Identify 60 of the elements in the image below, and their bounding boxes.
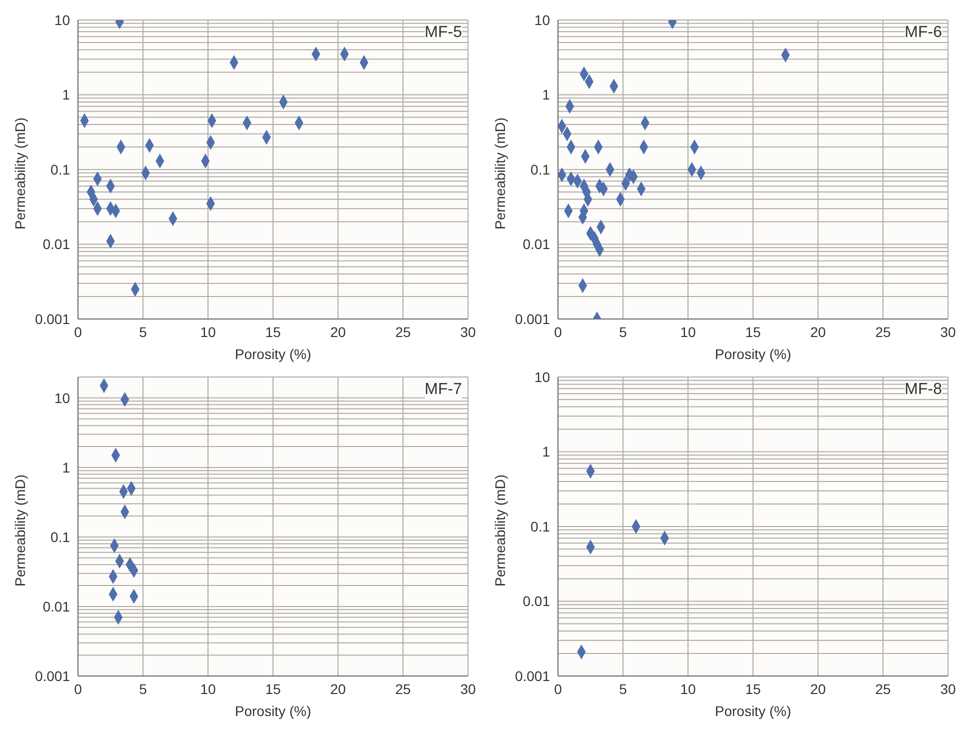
x-tick-label: 30 bbox=[460, 680, 476, 697]
x-axis-title: Porosity (%) bbox=[714, 346, 792, 362]
x-tick-label: 0 bbox=[554, 680, 562, 697]
y-tick-label: 1 bbox=[542, 444, 550, 460]
y-tick-label: 0.01 bbox=[522, 593, 550, 610]
y-tick-label: 0.001 bbox=[34, 668, 70, 684]
x-tick-label: 10 bbox=[680, 324, 696, 340]
y-tick-label: 0.01 bbox=[42, 236, 70, 252]
x-tick-label: 0 bbox=[74, 324, 82, 340]
y-tick-label: 0.1 bbox=[530, 518, 550, 534]
x-tick-label: 0 bbox=[74, 680, 82, 697]
x-tick-label: 25 bbox=[875, 324, 891, 340]
x-tick-label: 15 bbox=[265, 680, 281, 697]
x-tick-label: 20 bbox=[330, 680, 346, 697]
y-tick-label: 0.001 bbox=[34, 310, 70, 327]
y-tick-label: 10 bbox=[534, 368, 550, 385]
x-tick-label: 10 bbox=[200, 680, 216, 697]
chart-title: MF-5 bbox=[424, 24, 462, 42]
y-axis-title: Permeability (mD) bbox=[492, 117, 508, 230]
x-tick-label: 10 bbox=[200, 324, 216, 340]
x-tick-label: 20 bbox=[810, 324, 826, 340]
x-tick-label: 20 bbox=[810, 680, 826, 697]
y-tick-label: 0.01 bbox=[42, 598, 70, 614]
x-tick-label: 30 bbox=[940, 324, 956, 340]
y-tick-label: 1 bbox=[62, 86, 70, 103]
y-tick-label: 0.001 bbox=[514, 668, 550, 684]
x-tick-label: 20 bbox=[330, 324, 346, 340]
x-tick-label: 25 bbox=[875, 680, 891, 697]
y-tick-label: 0.1 bbox=[50, 161, 70, 178]
x-tick-label: 15 bbox=[745, 324, 761, 340]
x-tick-label: 5 bbox=[139, 324, 148, 340]
x-axis-title: Porosity (%) bbox=[714, 703, 792, 719]
y-tick-label: 0.1 bbox=[530, 161, 550, 178]
y-axis-title: Permeability (mD) bbox=[492, 474, 508, 586]
x-tick-label: 30 bbox=[940, 680, 956, 697]
chart-title: MF-8 bbox=[904, 381, 942, 399]
x-tick-label: 5 bbox=[139, 680, 148, 697]
y-tick-label: 1 bbox=[542, 86, 550, 103]
x-tick-label: 0 bbox=[554, 324, 562, 340]
x-axis-title: Porosity (%) bbox=[234, 703, 312, 719]
y-axis-title: Permeability (mD) bbox=[12, 474, 28, 586]
y-tick-label: 0.01 bbox=[522, 236, 550, 252]
chart-title: MF-7 bbox=[424, 381, 462, 399]
x-axis-title: Porosity (%) bbox=[234, 346, 312, 362]
x-tick-label: 25 bbox=[395, 324, 411, 340]
x-tick-label: 5 bbox=[619, 680, 628, 697]
x-tick-label: 5 bbox=[619, 324, 628, 340]
y-tick-label: 10 bbox=[54, 12, 70, 28]
y-tick-label: 10 bbox=[54, 390, 70, 406]
y-tick-label: 10 bbox=[534, 12, 550, 28]
y-tick-label: 1 bbox=[62, 459, 70, 476]
y-axis-title: Permeability (mD) bbox=[12, 117, 28, 230]
chart-title: MF-6 bbox=[904, 24, 942, 42]
x-tick-label: 25 bbox=[395, 680, 411, 697]
x-tick-label: 30 bbox=[460, 324, 476, 340]
y-tick-label: 0.001 bbox=[514, 310, 550, 327]
y-tick-label: 0.1 bbox=[50, 528, 70, 545]
x-tick-label: 15 bbox=[745, 680, 761, 697]
x-tick-label: 15 bbox=[265, 324, 281, 340]
x-tick-label: 10 bbox=[680, 680, 696, 697]
